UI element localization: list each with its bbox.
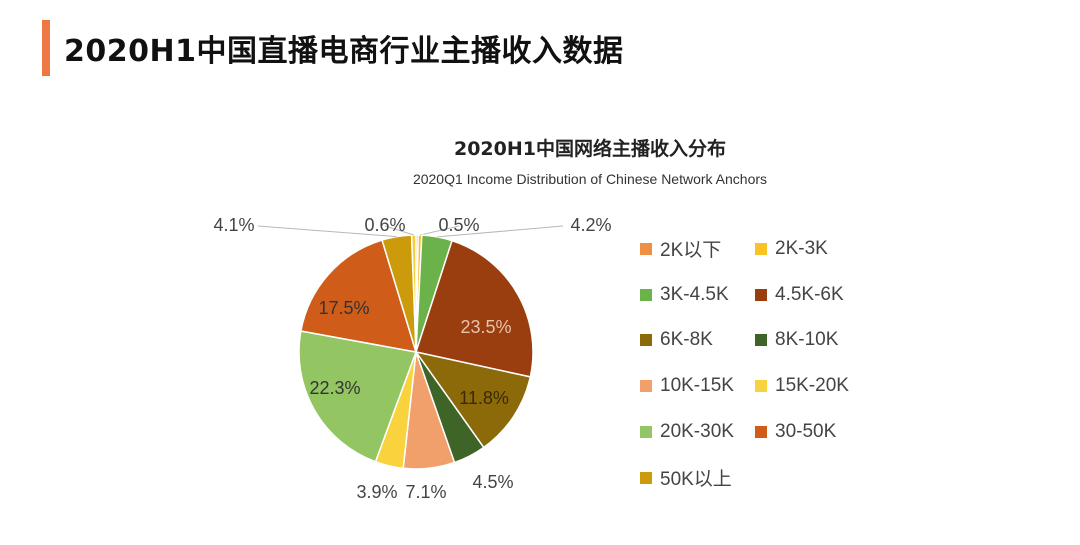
pie-slice (300, 239, 418, 353)
legend-swatch (640, 380, 652, 393)
legend-swatch (640, 425, 652, 438)
legend-item: 3K-4.5K (640, 272, 755, 318)
chart-title: 2020H1中国网络主播收入分布 (453, 138, 726, 160)
legend-label: 2K-3K (775, 237, 828, 259)
legend-label: 15K-20K (775, 375, 849, 397)
legend-label: 10K-15K (660, 375, 734, 397)
pie-slice (414, 350, 532, 449)
legend-swatch (640, 334, 652, 347)
title-accent-bar (42, 20, 50, 76)
legend-swatch (755, 334, 767, 347)
legend-swatch (755, 380, 767, 393)
legend-label: 8K-10K (775, 329, 839, 351)
legend-item: 6K-8K (640, 318, 755, 364)
legend-item: 15K-20K (755, 363, 870, 409)
pie-data-label: 4.5% (472, 472, 513, 492)
pie-data-label: 4.2% (570, 215, 611, 235)
pie-leader-line (257, 225, 397, 238)
pie-data-label: 0.6% (364, 215, 405, 235)
legend-item: 10K-15K (640, 363, 755, 409)
pie-leader-line (384, 225, 414, 236)
legend-label: 30-50K (775, 420, 837, 442)
legend-item: 20K-30K (640, 409, 755, 455)
legend-item: 4.5K-6K (755, 272, 870, 318)
legend-swatch (640, 242, 652, 255)
legend-label: 6K-8K (660, 329, 713, 351)
chart-legend: 2K以下 2K-3K 3K-4.5K 4.5K-6K 6K-8K 8K-10K 10K-15… (640, 226, 880, 501)
legend-swatch (755, 425, 767, 438)
legend-item: 30-50K (755, 409, 870, 455)
legend-item: 50K以上 (640, 455, 755, 501)
pie-data-label: 17.5% (318, 298, 369, 318)
pie-data-label: 7.1% (405, 482, 446, 502)
chart-subtitle: 2020Q1 Income Distribution of Chinese Ne… (412, 171, 768, 187)
pie-data-label: 23.5% (460, 317, 511, 337)
pie-data-label: 3.9% (356, 482, 397, 502)
legend-swatch (640, 288, 652, 301)
legend-swatch (755, 288, 767, 301)
legend-label: 3K-4.5K (660, 283, 729, 305)
pie-data-label: 11.8% (459, 388, 509, 408)
page-title: 2020H1中国直播电商行业主播收入数据 (64, 34, 624, 69)
legend-item: 2K-3K (755, 226, 870, 272)
pie-slice (415, 239, 534, 378)
legend-swatch (640, 471, 652, 484)
legend-item: 8K-10K (755, 318, 870, 364)
legend-label: 20K-30K (660, 420, 734, 442)
legend-label: 2K以下 (660, 240, 722, 262)
pie-data-label: 0.5% (438, 215, 479, 235)
pie-data-label: 22.3% (309, 378, 360, 398)
pie-slice (298, 330, 418, 463)
legend-label: 50K以上 (660, 469, 732, 491)
pie-data-label: 4.1% (213, 215, 254, 235)
pie-leader-line (419, 225, 460, 236)
pie-leader-line (437, 225, 564, 238)
legend-label: 4.5K-6K (775, 283, 844, 305)
legend-item: 2K以下 (640, 226, 755, 272)
legend-swatch (755, 242, 767, 255)
